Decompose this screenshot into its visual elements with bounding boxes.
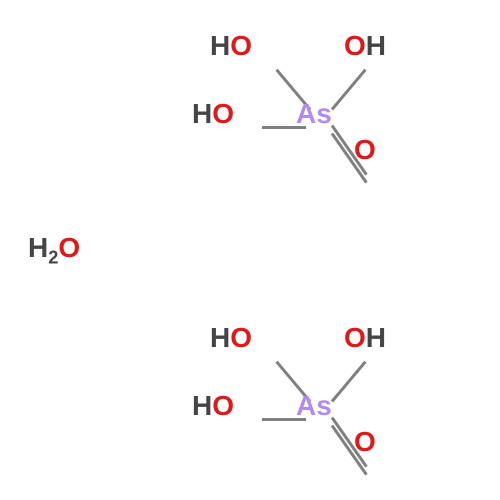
arsenic-atom-0: As xyxy=(296,98,332,130)
hydroxyl-ne-1: OH xyxy=(344,322,386,354)
hydroxyl-w-0: HO xyxy=(192,98,234,130)
oxo-se-1: O xyxy=(354,426,376,458)
oxo-se-0: O xyxy=(354,134,376,166)
hydroxyl-w-1: HO xyxy=(192,390,234,422)
water-molecule: H2O xyxy=(28,232,80,269)
hydroxyl-nw-0: HO xyxy=(210,30,252,62)
bond-ne-0 xyxy=(331,69,367,111)
hydroxyl-ne-0: OH xyxy=(344,30,386,62)
bond-ne-1 xyxy=(331,361,367,403)
hydroxyl-nw-1: HO xyxy=(210,322,252,354)
arsenic-atom-1: As xyxy=(296,390,332,422)
